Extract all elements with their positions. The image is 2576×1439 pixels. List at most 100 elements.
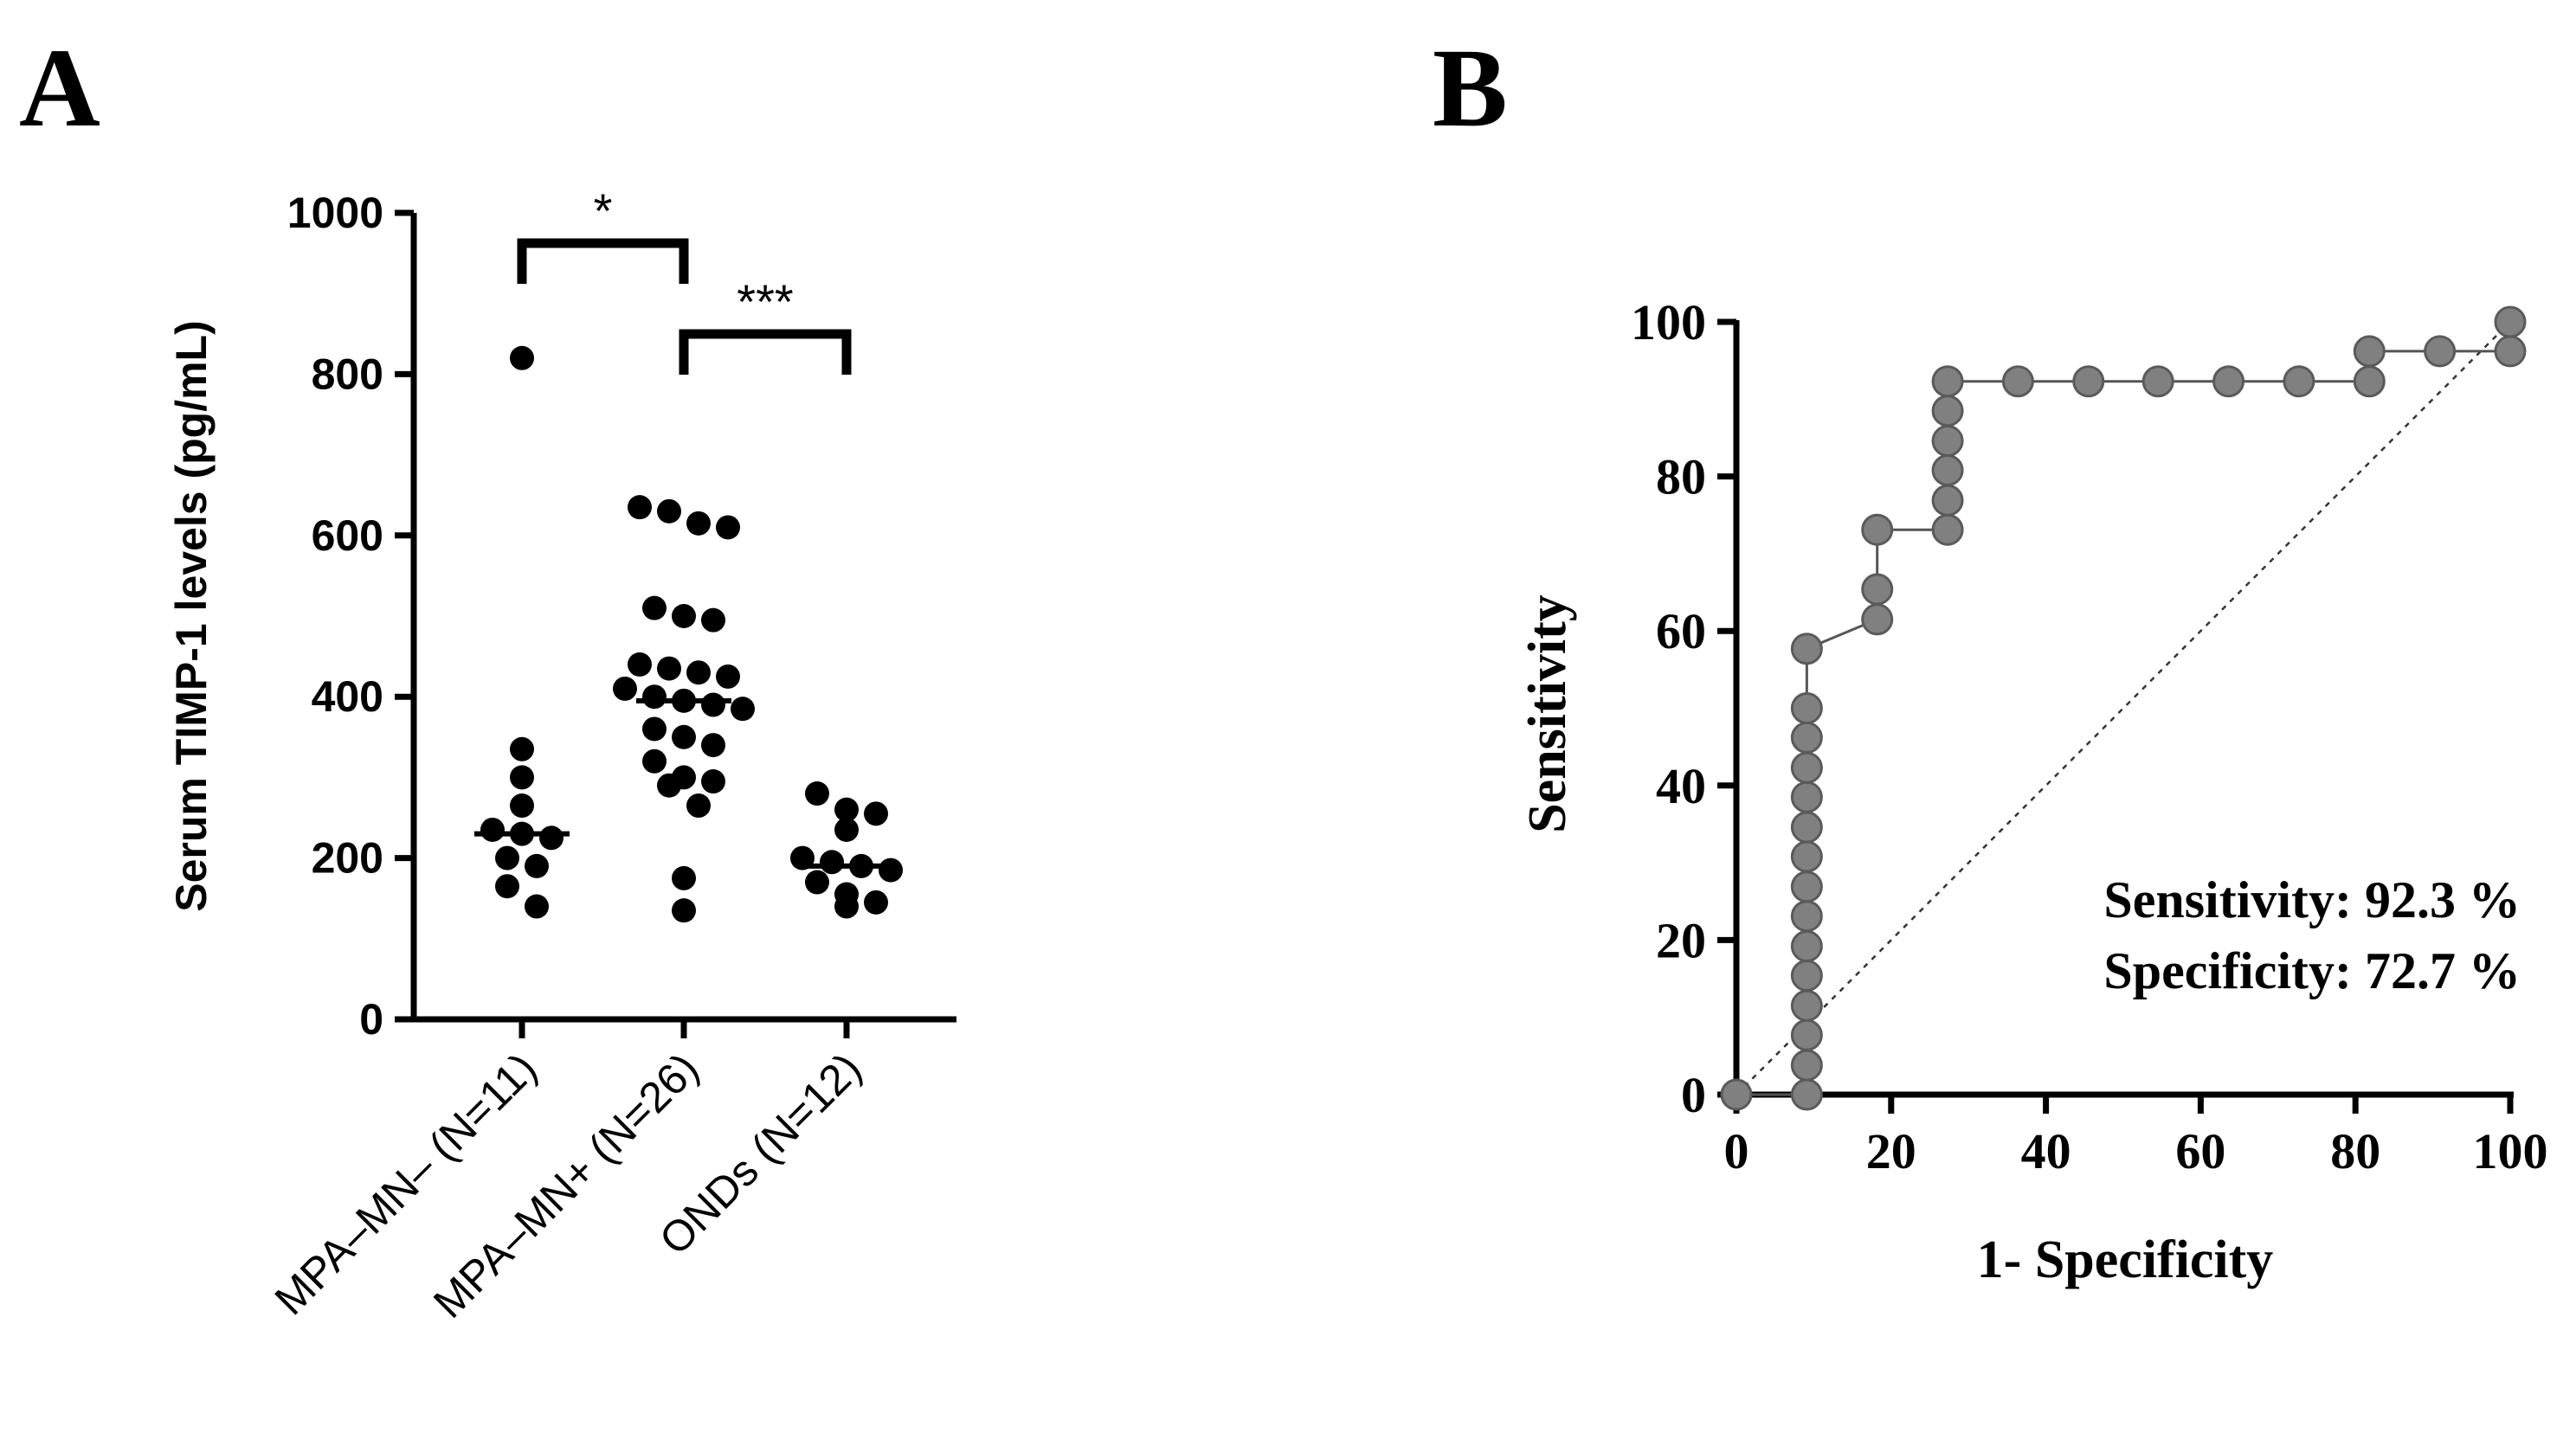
significance-bracket [517, 238, 689, 284]
a-data-point [642, 684, 667, 710]
roc-point [1790, 692, 1823, 724]
roc-point [1790, 1018, 1823, 1051]
a-data-point [686, 511, 711, 536]
a-data-point [539, 825, 564, 851]
roc-point [1861, 603, 1894, 636]
roc-point [2283, 365, 2315, 398]
roc-point [1790, 751, 1823, 784]
a-data-point [657, 773, 681, 798]
a-data-point [510, 793, 534, 819]
roc-point [1861, 573, 1894, 606]
roc-point [1931, 395, 1964, 427]
a-data-point [716, 515, 740, 540]
panel-a-letter: A [19, 26, 100, 151]
roc-point [1790, 870, 1823, 903]
panel-b-letter: B [1433, 26, 1508, 151]
b-x-tick-label: 60 [2175, 1123, 2225, 1179]
roc-point [2001, 365, 2034, 398]
roc-point [1790, 811, 1823, 844]
a-category-label: MPA–MN+ (N=26) [424, 1044, 708, 1327]
a-y-tick-label: 200 [312, 834, 383, 883]
b-x-axis-label: 1- Specificity [1977, 1230, 2274, 1289]
roc-point [1790, 633, 1823, 665]
roc-point [1861, 513, 1894, 546]
a-data-point [510, 765, 534, 790]
a-data-point [805, 870, 829, 895]
a-data-point [672, 865, 696, 890]
a-data-point [820, 850, 844, 875]
reference-diagonal-line [1736, 321, 2511, 1095]
b-y-axis-label: Sensitivity [1518, 594, 1577, 833]
roc-point [2424, 335, 2457, 368]
a-data-point [672, 898, 696, 923]
roc-point [1931, 484, 1964, 517]
a-y-tick-label: 800 [312, 350, 383, 398]
roc-point [1790, 959, 1823, 992]
a-data-point [701, 769, 725, 794]
a-data-point [672, 724, 696, 749]
b-y-tick-label: 60 [1656, 603, 1706, 659]
a-data-point [642, 748, 667, 774]
a-data-point [834, 797, 859, 822]
a-data-point [834, 894, 859, 919]
a-data-point [686, 660, 711, 685]
b-y-tick-label: 100 [1631, 294, 1706, 350]
roc-point [1790, 1078, 1823, 1111]
a-data-point [525, 894, 549, 919]
roc-point [2353, 365, 2386, 398]
roc-point [2072, 365, 2105, 398]
a-data-point [731, 697, 755, 722]
b-y-tick-label: 0 [1681, 1067, 1706, 1123]
a-data-point [834, 817, 859, 842]
roc-point [1790, 1049, 1823, 1082]
roc-point [2212, 365, 2245, 398]
roc-point [1790, 721, 1823, 754]
roc-point [1931, 425, 1964, 458]
a-data-point [864, 890, 888, 915]
sensitivity-annotation: Sensitivity: 92.3 % [2103, 871, 2521, 928]
chart-b: 0 20 40 60 80 100 0 20 40 60 80 100 1- Specificity… [1518, 294, 2548, 1289]
a-data-point [672, 604, 696, 628]
roc-point [1790, 900, 1823, 933]
a-data-point [613, 676, 637, 701]
b-x-tick-label: 20 [1866, 1123, 1916, 1179]
a-y-tick-label: 600 [312, 511, 383, 560]
a-data-point [510, 736, 534, 761]
roc-point [1720, 1078, 1753, 1111]
roc-point [1790, 989, 1823, 1022]
a-data-point [495, 845, 519, 870]
a-data-point [525, 853, 549, 878]
a-data-point [628, 652, 652, 677]
b-x-tick-label: 40 [2021, 1123, 2071, 1179]
a-y-axis-label: Serum TIMP-1 levels (pg/mL) [167, 320, 216, 911]
b-x-tick-label: 100 [2473, 1123, 2548, 1179]
a-data-point [716, 664, 740, 689]
a-data-point [495, 874, 519, 899]
a-y-tick-label: 0 [359, 995, 383, 1044]
a-data-point [701, 692, 725, 717]
a-y-tick-label: 400 [312, 672, 383, 721]
a-data-point [642, 595, 667, 620]
a-data-point [879, 858, 903, 883]
roc-point [1790, 781, 1823, 813]
b-y-tick-label: 80 [1656, 449, 1706, 505]
b-y-tick-label: 40 [1656, 758, 1706, 814]
specificity-annotation: Specificity: 72.7 % [2103, 942, 2521, 999]
a-data-point [628, 495, 652, 520]
significance-label: *** [737, 274, 793, 329]
a-data-point [701, 733, 725, 758]
a-data-point [686, 793, 711, 819]
roc-point [2353, 335, 2386, 368]
a-data-point [864, 801, 888, 826]
roc-point [1790, 930, 1823, 963]
b-y-tick-label: 20 [1656, 912, 1706, 968]
a-y-tick-label: 1000 [287, 189, 383, 237]
a-data-point [657, 656, 681, 681]
roc-point [1790, 840, 1823, 873]
a-data-point [805, 781, 829, 806]
significance-label: * [594, 183, 613, 238]
roc-point [1931, 513, 1964, 546]
a-data-point [657, 498, 681, 524]
a-category-label: MPA–MN– (N=11) [266, 1044, 546, 1324]
b-x-tick-label: 80 [2330, 1123, 2380, 1179]
